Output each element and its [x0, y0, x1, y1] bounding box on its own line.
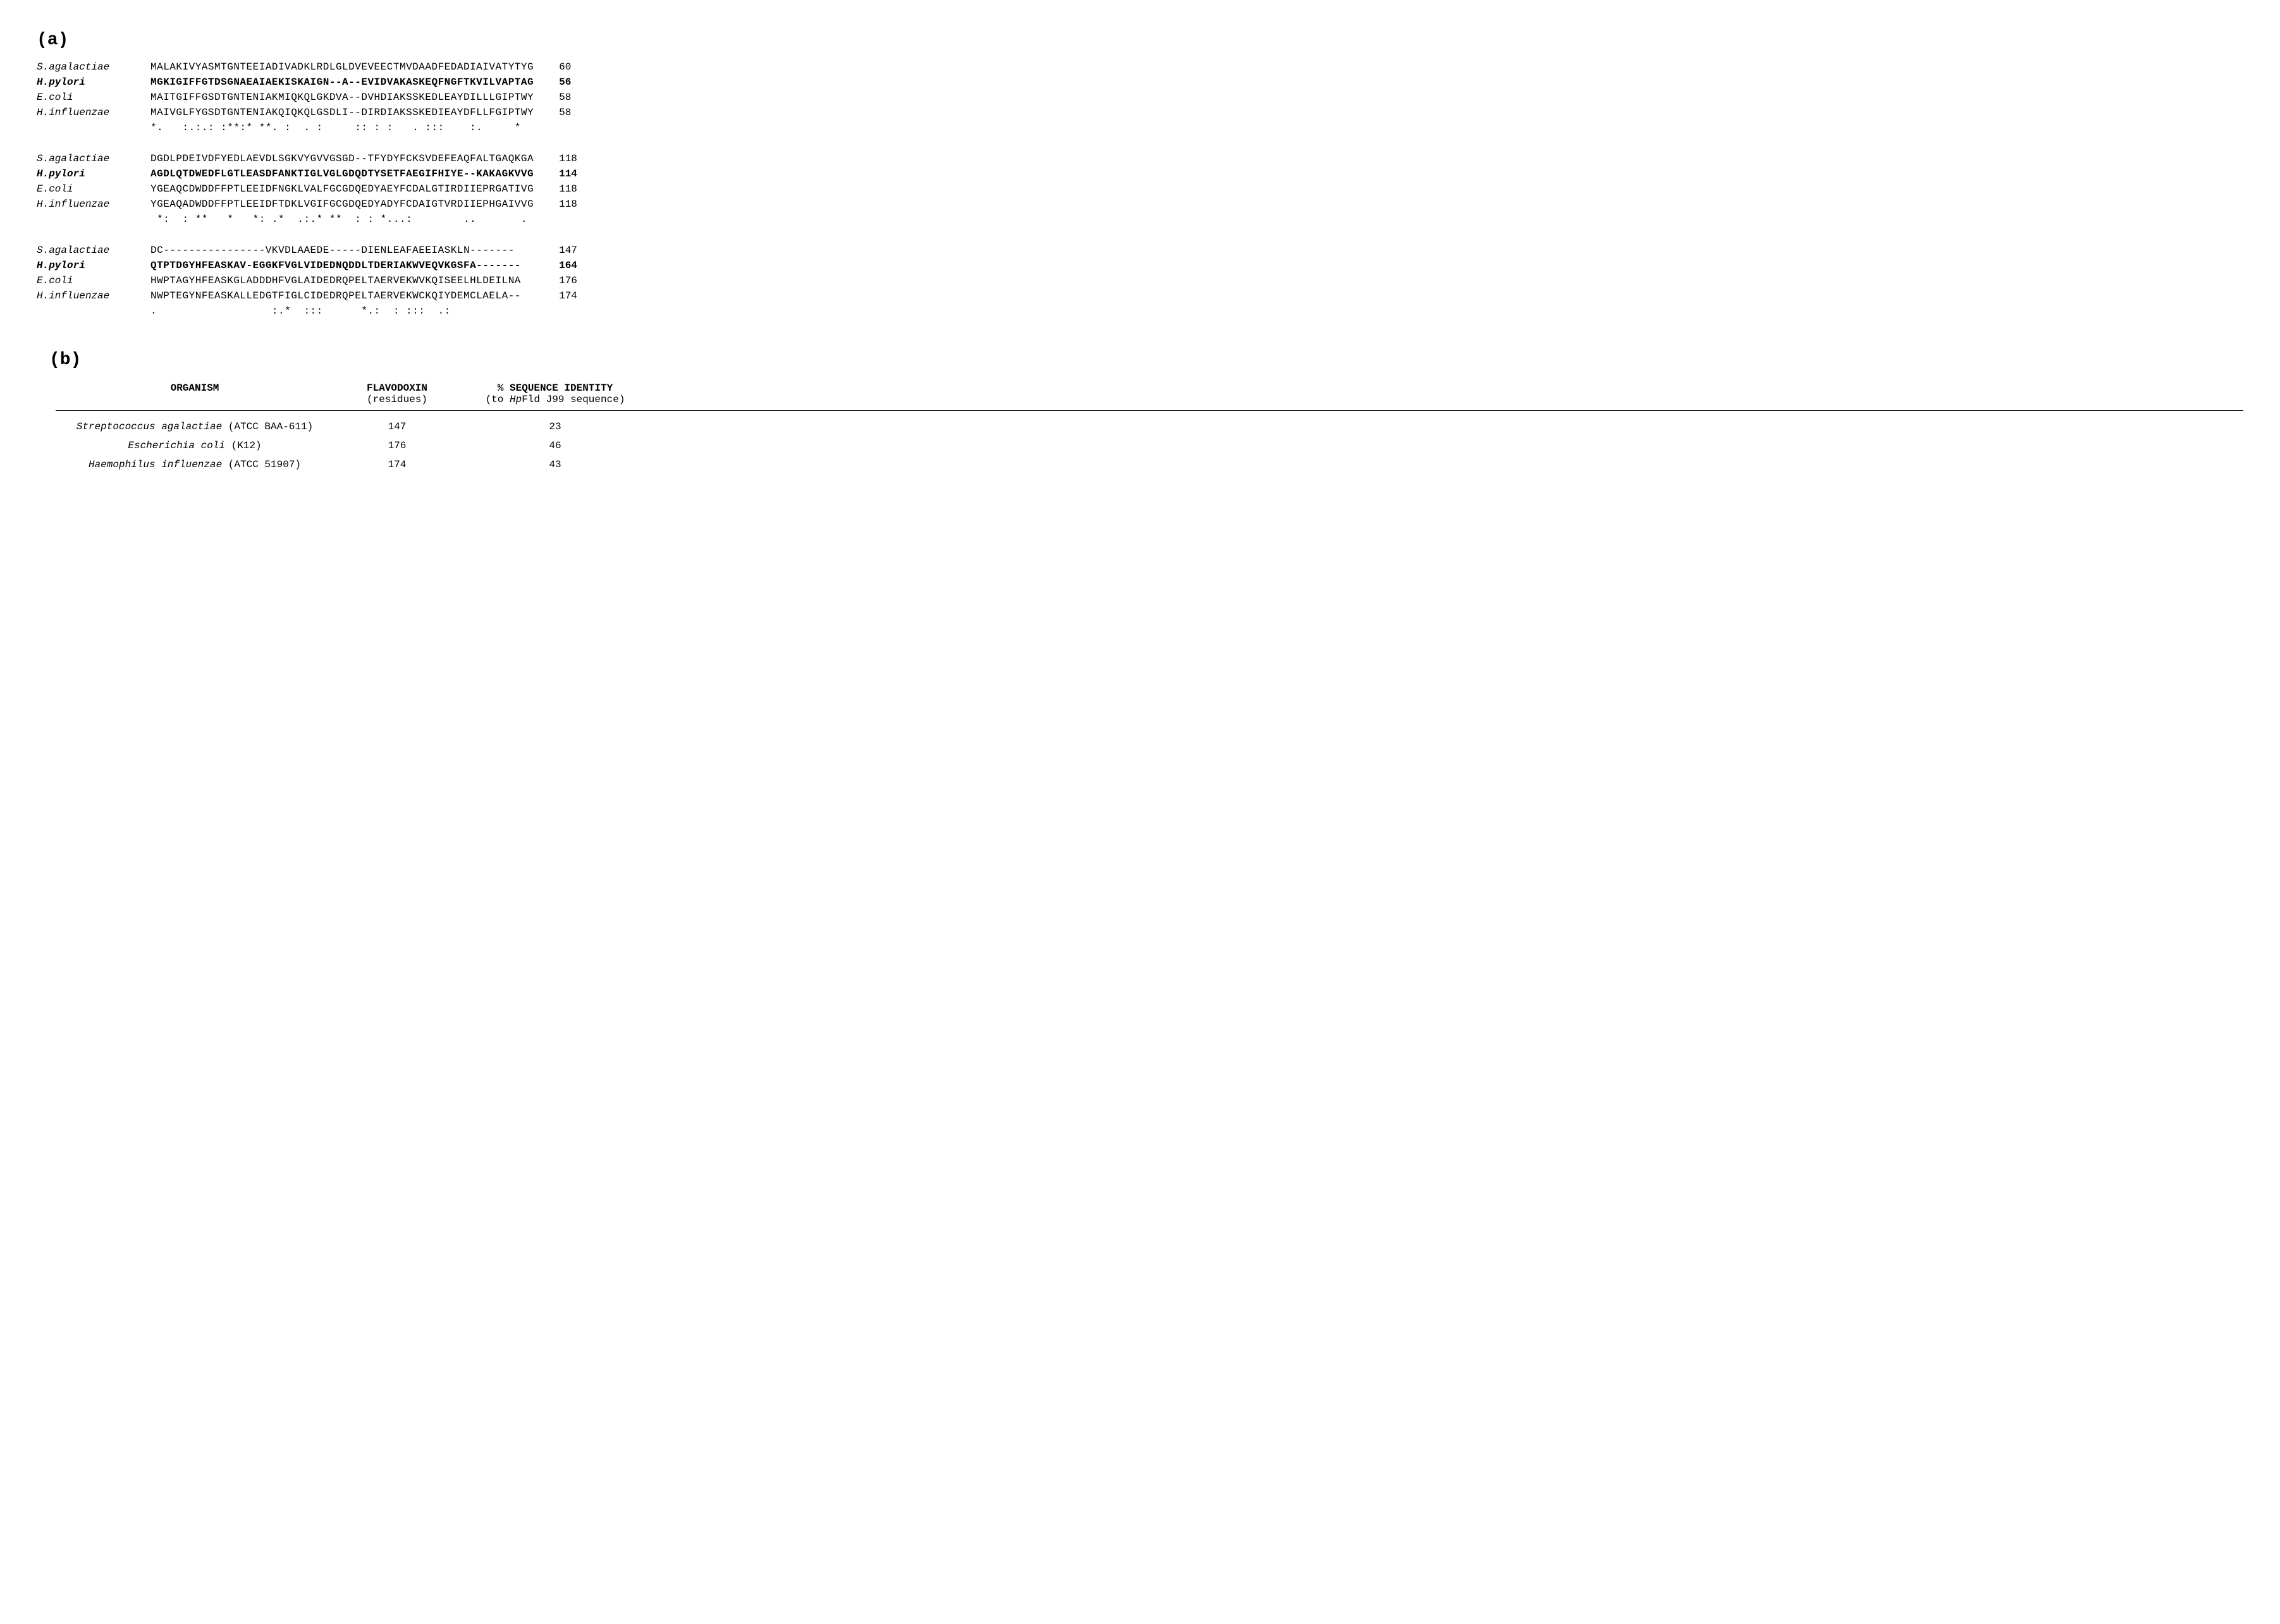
header-flavodoxin-sub: (residues): [367, 394, 427, 405]
panel-a: (a) S.agalactiaeMALAKIVYASMTGNTEEIADIVAD…: [37, 30, 2243, 319]
sequence-text: MALAKIVYASMTGNTEEIADIVADKLRDLGLDVEVEECTM…: [150, 59, 534, 75]
sequence-text: YGEAQCDWDDFFPTLEEIDFNGKLVALFGCGDQEDYAEYF…: [150, 181, 534, 197]
position-number: 118: [559, 151, 584, 166]
alignment-row: H.influenzaeNWPTEGYNFEASKALLEDGTFIGLCIDE…: [37, 288, 2243, 303]
residues-cell: 147: [334, 421, 460, 432]
sequence-text: AGDLQTDWEDFLGTLEASDFANKTIGLVGLGDQDTYSETF…: [150, 166, 534, 181]
header-organism: ORGANISM: [56, 382, 334, 405]
organism-cell: Haemophilus influenzae (ATCC 51907): [56, 459, 334, 470]
alignment-row: E.coliHWPTAGYHFEASKGLADDDHFVGLAIDEDRQPEL…: [37, 273, 2243, 288]
consensus-row: *: : ** * *: .* .:.* ** : : *...: .. .: [37, 212, 2243, 227]
position-number: 118: [559, 181, 584, 197]
consensus-spacer: [37, 120, 150, 135]
consensus-text: . :.* ::: *.: : ::: .:: [150, 303, 534, 319]
sequence-text: MAITGIFFGSDTGNTENIAKMIQKQLGKDVA--DVHDIAK…: [150, 90, 534, 105]
alignment-row: E.coliMAITGIFFGSDTGNTENIAKMIQKQLGKDVA--D…: [37, 90, 2243, 105]
residues-cell: 176: [334, 440, 460, 451]
species-label: H.influenzae: [37, 105, 150, 120]
species-label: H.pylori: [37, 166, 150, 181]
alignment-container: S.agalactiaeMALAKIVYASMTGNTEEIADIVADKLRD…: [37, 59, 2243, 319]
position-number: 58: [559, 105, 584, 120]
species-label: H.pylori: [37, 258, 150, 273]
header-identity-main: % SEQUENCE IDENTITY: [498, 382, 613, 394]
species-label: E.coli: [37, 273, 150, 288]
header-identity-sub: (to HpFld J99 sequence): [486, 394, 625, 405]
alignment-block: S.agalactiaeDGDLPDEIVDFYEDLAEVDLSGKVYGVV…: [37, 151, 2243, 227]
identity-cell: 23: [460, 421, 650, 432]
position-number: 147: [559, 243, 584, 258]
panel-b: (b) ORGANISM FLAVODOXIN (residues) % SEQ…: [37, 350, 2243, 474]
organism-cell: Streptococcus agalactiae (ATCC BAA-611): [56, 421, 334, 432]
table-row: Escherichia coli (K12)17646: [56, 436, 2243, 455]
table-row: Streptococcus agalactiae (ATCC BAA-611)1…: [56, 417, 2243, 436]
position-number: 60: [559, 59, 584, 75]
header-flavodoxin-main: FLAVODOXIN: [367, 382, 427, 394]
alignment-row: H.pyloriAGDLQTDWEDFLGTLEASDFANKTIGLVGLGD…: [37, 166, 2243, 181]
species-label: S.agalactiae: [37, 59, 150, 75]
consensus-spacer: [37, 212, 150, 227]
sequence-text: DGDLPDEIVDFYEDLAEVDLSGKVYGVVGSGD--TFYDYF…: [150, 151, 534, 166]
consensus-text: *. :.:.: :**:* **. : . : :: : : . ::: :.…: [150, 120, 534, 135]
alignment-row: H.pyloriMGKIGIFFGTDSGNAEAIAEKISKAIGN--A-…: [37, 75, 2243, 90]
header-flavodoxin: FLAVODOXIN (residues): [334, 382, 460, 405]
alignment-row: H.pyloriQTPTDGYHFEASKAV-EGGKFVGLVIDEDNQD…: [37, 258, 2243, 273]
sequence-text: NWPTEGYNFEASKALLEDGTFIGLCIDEDRQPELTAERVE…: [150, 288, 534, 303]
consensus-spacer: [37, 303, 150, 319]
species-label: H.influenzae: [37, 288, 150, 303]
organism-cell: Escherichia coli (K12): [56, 440, 334, 451]
position-number: 174: [559, 288, 584, 303]
alignment-row: S.agalactiaeDC----------------VKVDLAAEDE…: [37, 243, 2243, 258]
residues-cell: 174: [334, 459, 460, 470]
alignment-block: S.agalactiaeMALAKIVYASMTGNTEEIADIVADKLRD…: [37, 59, 2243, 135]
position-number: 176: [559, 273, 584, 288]
species-label: E.coli: [37, 90, 150, 105]
header-identity: % SEQUENCE IDENTITY (to HpFld J99 sequen…: [460, 382, 650, 405]
position-number: 118: [559, 197, 584, 212]
alignment-row: S.agalactiaeDGDLPDEIVDFYEDLAEVDLSGKVYGVV…: [37, 151, 2243, 166]
alignment-row: S.agalactiaeMALAKIVYASMTGNTEEIADIVADKLRD…: [37, 59, 2243, 75]
species-label: S.agalactiae: [37, 243, 150, 258]
species-label: H.pylori: [37, 75, 150, 90]
sequence-text: YGEAQADWDDFFPTLEEIDFTDKLVGIFGCGDQEDYADYF…: [150, 197, 534, 212]
sequence-text: DC----------------VKVDLAAEDE-----DIENLEA…: [150, 243, 534, 258]
species-label: S.agalactiae: [37, 151, 150, 166]
alignment-block: S.agalactiaeDC----------------VKVDLAAEDE…: [37, 243, 2243, 319]
identity-cell: 46: [460, 440, 650, 451]
alignment-row: E.coliYGEAQCDWDDFFPTLEEIDFNGKLVALFGCGDQE…: [37, 181, 2243, 197]
identity-cell: 43: [460, 459, 650, 470]
consensus-row: *. :.:.: :**:* **. : . : :: : : . ::: :.…: [37, 120, 2243, 135]
table-row: Haemophilus influenzae (ATCC 51907)17443: [56, 455, 2243, 474]
sequence-text: QTPTDGYHFEASKAV-EGGKFVGLVIDEDNQDDLTDERIA…: [150, 258, 534, 273]
table-body: Streptococcus agalactiae (ATCC BAA-611)1…: [56, 417, 2243, 474]
consensus-text: *: : ** * *: .* .:.* ** : : *...: .. .: [150, 212, 534, 227]
consensus-row: . :.* ::: *.: : ::: .:: [37, 303, 2243, 319]
panel-a-label: (a): [37, 30, 2243, 50]
position-number: 56: [559, 75, 584, 90]
table-header-row: ORGANISM FLAVODOXIN (residues) % SEQUENC…: [56, 382, 2243, 411]
sequence-text: MGKIGIFFGTDSGNAEAIAEKISKAIGN--A--EVIDVAK…: [150, 75, 534, 90]
alignment-row: H.influenzaeMAIVGLFYGSDTGNTENIAKQIQKQLGS…: [37, 105, 2243, 120]
species-label: H.influenzae: [37, 197, 150, 212]
position-number: 164: [559, 258, 584, 273]
sequence-text: MAIVGLFYGSDTGNTENIAKQIQKQLGSDLI--DIRDIAK…: [150, 105, 534, 120]
sequence-text: HWPTAGYHFEASKGLADDDHFVGLAIDEDRQPELTAERVE…: [150, 273, 534, 288]
position-number: 114: [559, 166, 584, 181]
species-label: E.coli: [37, 181, 150, 197]
panel-b-label: (b): [49, 350, 2243, 370]
alignment-row: H.influenzaeYGEAQADWDDFFPTLEEIDFTDKLVGIF…: [37, 197, 2243, 212]
position-number: 58: [559, 90, 584, 105]
identity-table: ORGANISM FLAVODOXIN (residues) % SEQUENC…: [56, 382, 2243, 474]
